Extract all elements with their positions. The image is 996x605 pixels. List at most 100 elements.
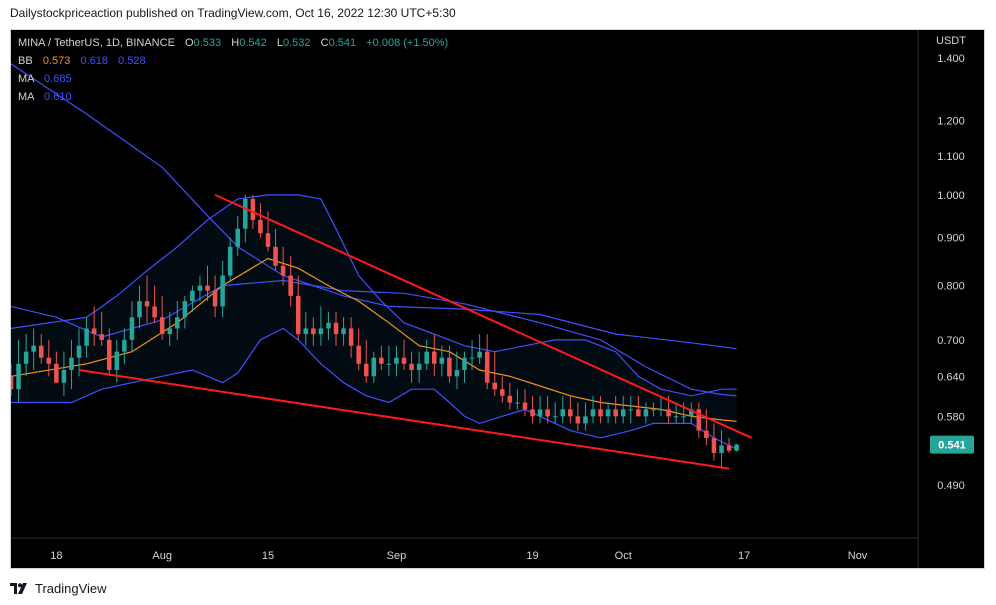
legend-bb-row[interactable]: BB 0.573 0.618 0.528	[18, 52, 448, 70]
candle	[658, 395, 664, 417]
price-chart[interactable]: USDT 1.400 1.200 1.100 1.000 0.900 0.800 0.700 0…	[11, 30, 984, 568]
candle-body	[605, 409, 611, 417]
candle-body	[182, 301, 188, 318]
candle-body	[537, 409, 543, 417]
candle	[673, 402, 679, 424]
y-tick-label: 0.490	[937, 480, 965, 492]
candle-body	[333, 322, 339, 335]
candle	[61, 351, 67, 396]
legend-ma1-label: MA	[18, 73, 34, 85]
candle-body	[681, 416, 686, 418]
candle	[447, 345, 452, 383]
candle-body	[568, 409, 573, 417]
candle	[11, 363, 14, 396]
candle	[500, 376, 505, 403]
candle	[726, 437, 732, 453]
candle	[31, 328, 36, 371]
candle-body	[54, 363, 59, 383]
candle	[711, 423, 717, 461]
candle	[235, 215, 241, 257]
candle	[484, 334, 490, 390]
candle-body	[704, 430, 709, 438]
candle	[333, 311, 339, 346]
candle	[205, 265, 210, 302]
candle-body	[84, 328, 89, 346]
candle	[84, 317, 89, 358]
candle-body	[688, 409, 694, 417]
candle-body	[144, 301, 150, 307]
candle	[16, 339, 21, 403]
legend-symbol[interactable]: MINA / TetherUS, 1D, BINANCE	[18, 37, 175, 49]
candle	[220, 260, 225, 318]
plot-area	[11, 63, 753, 470]
trendline-lower	[78, 369, 730, 470]
candle-body	[273, 246, 278, 266]
tradingview-brand[interactable]: TradingView	[10, 579, 107, 597]
candle-body	[431, 351, 437, 364]
legend-ma2-label: MA	[18, 91, 34, 103]
candle	[507, 382, 513, 410]
candle	[469, 339, 475, 371]
candle	[439, 345, 445, 377]
candle	[416, 351, 422, 383]
candle	[137, 285, 142, 329]
candle	[719, 430, 724, 469]
candle-body	[416, 363, 422, 371]
candle-body	[530, 409, 535, 417]
candle-body	[719, 445, 724, 453]
candle-body	[409, 363, 414, 371]
candle-body	[137, 301, 142, 318]
candle-body	[394, 357, 399, 364]
candle-body	[583, 416, 588, 424]
currency-label: USDT	[936, 35, 966, 47]
candle	[129, 301, 135, 352]
candle-body	[500, 389, 505, 396]
legend-open-label: O	[185, 37, 194, 49]
candle-body	[363, 363, 369, 377]
legend-ma2-row[interactable]: MA 0.610	[18, 88, 448, 106]
x-tick-label: 17	[738, 550, 750, 562]
legend-bb-upper: 0.618	[80, 55, 108, 67]
candle-body	[235, 228, 241, 247]
candle	[326, 311, 331, 340]
candle	[371, 351, 377, 383]
candle-body	[295, 295, 301, 335]
candle-body	[439, 357, 445, 364]
candle	[288, 256, 293, 307]
candle	[197, 275, 203, 302]
candle	[76, 328, 82, 377]
candle	[91, 306, 97, 346]
candle	[182, 295, 188, 329]
candle	[560, 395, 566, 424]
candle	[227, 237, 233, 281]
candle-body	[311, 328, 316, 335]
y-tick-label: 1.100	[937, 151, 965, 163]
candle	[575, 402, 581, 431]
legend-close-value: 0.541	[328, 37, 357, 49]
legend-low-value: 0.532	[282, 37, 311, 49]
x-tick-label: Nov	[848, 550, 868, 562]
candle-body	[590, 409, 596, 417]
candle-body	[122, 339, 127, 352]
candle	[243, 194, 248, 243]
x-tick-label: 19	[526, 550, 538, 562]
candle-body	[159, 317, 165, 335]
candle-body	[613, 409, 618, 417]
candle	[409, 351, 414, 383]
candle	[401, 339, 407, 371]
candle-body	[673, 416, 679, 418]
candle	[379, 345, 384, 371]
candle	[356, 328, 361, 371]
last-price-badge	[930, 435, 974, 454]
candle	[175, 301, 180, 340]
candle-body	[190, 290, 195, 302]
candle-body	[636, 409, 641, 417]
candle	[530, 395, 535, 424]
y-tick-label: 0.800	[937, 281, 965, 293]
candle-body	[545, 409, 550, 417]
candle	[54, 351, 59, 383]
legend-change-value: +0.008 (+1.50%)	[366, 37, 449, 49]
candle	[492, 351, 498, 396]
candle	[99, 311, 104, 346]
legend-ma1-row[interactable]: MA 0.685	[18, 70, 448, 88]
